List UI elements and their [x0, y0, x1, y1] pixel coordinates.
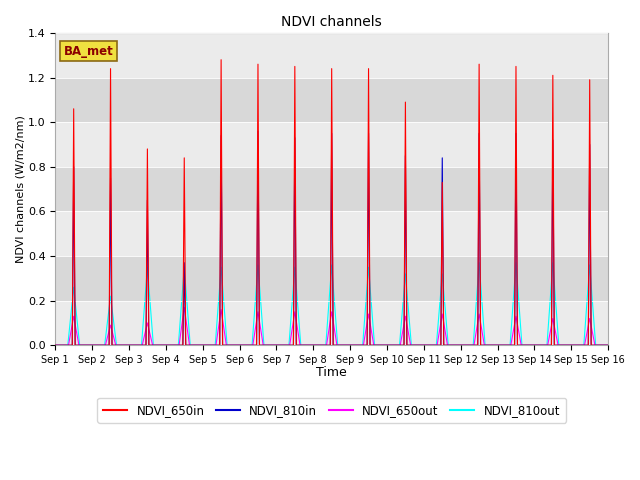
NDVI_810in [242, 342, 250, 348]
Bar [55, 122, 608, 167]
NDVI_650in [51, 342, 59, 348]
Line: NDVI_650in: NDVI_650in [55, 60, 608, 345]
NDVI_650in [604, 342, 612, 348]
NDVI_650out [293, 321, 301, 327]
NDVI_650out [604, 342, 612, 348]
NDVI_810in [501, 342, 509, 348]
Y-axis label: NDVI channels (W/m2/nm): NDVI channels (W/m2/nm) [15, 115, 25, 263]
NDVI_810in [293, 342, 301, 348]
NDVI_650out [174, 342, 182, 348]
NDVI_810out [476, 260, 483, 265]
NDVI_650out [242, 342, 250, 348]
NDVI_650out [501, 342, 509, 348]
NDVI_810out [65, 329, 73, 335]
Legend: NDVI_650in, NDVI_810in, NDVI_650out, NDVI_810out: NDVI_650in, NDVI_810in, NDVI_650out, NDV… [97, 398, 566, 423]
NDVI_810out [87, 342, 95, 348]
NDVI_810in [174, 342, 182, 348]
Line: NDVI_650out: NDVI_650out [55, 307, 608, 345]
NDVI_650out [51, 342, 59, 348]
X-axis label: Time: Time [316, 366, 347, 379]
Bar [55, 33, 608, 78]
Bar [55, 300, 608, 345]
NDVI_810out [604, 342, 612, 348]
NDVI_810out [242, 342, 250, 348]
Line: NDVI_810out: NDVI_810out [55, 263, 608, 345]
NDVI_810out [501, 342, 509, 348]
NDVI_810in [254, 128, 262, 134]
NDVI_810out [293, 288, 301, 294]
NDVI_650in [293, 342, 301, 348]
NDVI_810in [65, 342, 73, 348]
NDVI_650in [217, 57, 225, 62]
NDVI_810in [604, 342, 612, 348]
NDVI_650in [65, 342, 73, 348]
Text: BA_met: BA_met [63, 45, 113, 58]
NDVI_810out [51, 342, 59, 348]
NDVI_650in [242, 342, 250, 348]
NDVI_650out [180, 304, 188, 310]
NDVI_810out [174, 342, 182, 348]
NDVI_810in [87, 342, 95, 348]
NDVI_650in [174, 342, 182, 348]
Line: NDVI_810in: NDVI_810in [55, 131, 608, 345]
NDVI_650out [65, 339, 73, 345]
NDVI_650out [87, 342, 95, 348]
NDVI_650in [501, 342, 509, 348]
Title: NDVI channels: NDVI channels [282, 15, 382, 29]
NDVI_810in [51, 342, 59, 348]
Bar [55, 211, 608, 256]
NDVI_650in [87, 342, 95, 348]
